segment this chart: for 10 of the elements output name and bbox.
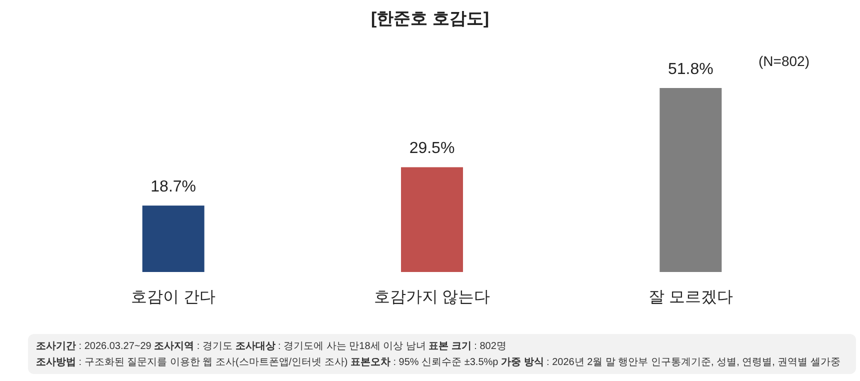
x-tick-label: 잘 모르겠다 xyxy=(648,289,733,306)
x-tick-label: 호감이 간다 xyxy=(131,289,216,306)
text: 조사기간 : 2026.03.27~29 조사지역 : 경기도 조사대상 : 경기도에 사는 만18세 이상 남녀 표본 크기 : 802명 xyxy=(36,341,506,352)
text: (N=802) xyxy=(758,53,810,69)
data-label: 29.5% xyxy=(409,140,455,158)
data-label: 18.7% xyxy=(150,178,196,196)
text: 조사방법 : 구조화된 질문지를 이용한 웹 조사(스마트폰앱/인터넷 조사) 표본오차 : 95% 신뢰수준 ±3.5%p 가중 방식 : 2026년 2월 말 행안부 인구통계기준, 성별, 연령별, 권역별 셀가중 xyxy=(36,357,840,368)
x-tick-label: 호감가지 않는다 xyxy=(374,289,490,306)
chart-title: [한준호 호감도] xyxy=(370,9,490,28)
data-label: 51.8% xyxy=(668,61,714,78)
